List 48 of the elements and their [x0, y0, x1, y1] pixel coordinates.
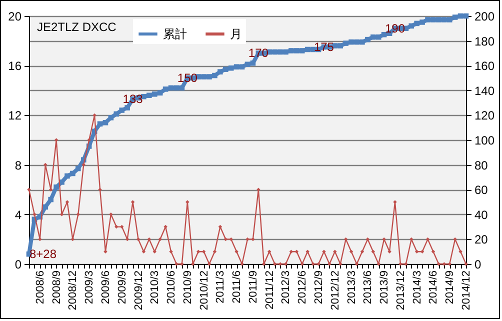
x-tick-label: 2008/9 [50, 270, 63, 304]
y2-tick-label: 100 [474, 134, 495, 148]
y2-tick-label: 160 [474, 59, 495, 74]
y-tick-label: 16 [8, 59, 22, 74]
y-tick-label: 4 [14, 208, 22, 222]
x-tick-label: 2013/3 [346, 270, 358, 304]
x-tick-label: 2014/6 [428, 270, 440, 304]
legend-label: 月 [230, 27, 242, 41]
y2-tick-label: 0 [474, 258, 482, 272]
legend-label: 累計 [163, 27, 187, 41]
x-tick-label: 2013/12 [394, 270, 407, 310]
x-tick-label: 2013/9 [378, 270, 391, 304]
x-tick-label: 2014/3 [411, 270, 424, 304]
data-label: 8+28 [29, 247, 57, 262]
x-tick-label: 2014/12 [460, 270, 472, 310]
x-tick-label: 2011/9 [247, 270, 260, 304]
x-tick-label: 2012/3 [280, 270, 292, 304]
y2-tick-label: 60 [474, 183, 488, 198]
x-tick-label: 2010/9 [182, 270, 194, 304]
y-tick-label: 12 [8, 108, 22, 123]
x-tick-label: 2011/3 [214, 270, 227, 304]
x-tick-label: 2010/12 [198, 270, 210, 310]
x-tick-label: 2014/9 [444, 270, 456, 304]
x-tick-label: 2012/12 [329, 270, 342, 310]
x-tick-label: 2012/9 [313, 270, 326, 304]
x-tick-label: 2009/9 [116, 270, 128, 304]
y2-tick-label: 40 [474, 208, 488, 222]
x-tick-label: 2010/6 [166, 270, 178, 304]
y2-tick-label: 80 [474, 158, 488, 172]
x-tick-label: 2009/6 [100, 270, 112, 304]
y-tick-label: 0 [14, 258, 22, 272]
x-tick-label: 2008/6 [34, 270, 46, 304]
y2-tick-label: 180 [474, 34, 495, 48]
y-tick-label: 8 [14, 158, 22, 172]
x-tick-label: 2008/12 [67, 270, 80, 310]
y2-tick-label: 20 [474, 232, 488, 247]
x-tick-label: 2013/6 [362, 270, 374, 304]
x-tick-label: 2012/6 [296, 270, 309, 304]
x-tick-label: 2010/3 [149, 270, 162, 304]
chart-title: JE2TLZ DXCC [37, 20, 117, 34]
y2-tick-label: 120 [474, 108, 495, 123]
y-tick-label: 20 [8, 10, 22, 24]
x-tick-label: 2011/6 [231, 270, 244, 304]
x-tick-label: 2009/3 [84, 270, 96, 304]
x-tick-label: 2009/12 [132, 270, 145, 310]
y2-tick-label: 200 [474, 10, 495, 24]
y2-tick-label: 140 [474, 84, 495, 98]
x-tick-label: 2011/12 [264, 270, 276, 310]
